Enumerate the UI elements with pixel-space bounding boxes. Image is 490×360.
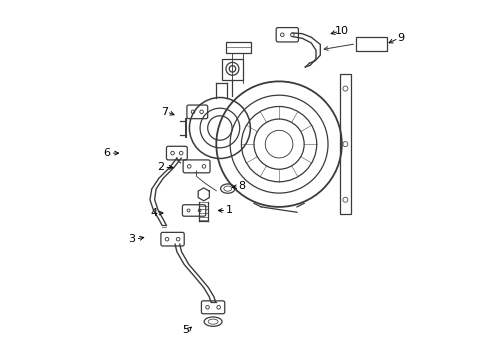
Text: 10: 10 — [335, 26, 349, 36]
Text: 9: 9 — [397, 33, 405, 43]
Text: 8: 8 — [238, 181, 245, 192]
Text: 4: 4 — [150, 208, 157, 218]
Text: 7: 7 — [161, 107, 168, 117]
Text: 2: 2 — [157, 162, 164, 172]
Text: 3: 3 — [128, 234, 136, 244]
Text: 6: 6 — [103, 148, 110, 158]
Text: 1: 1 — [225, 206, 232, 216]
Text: 5: 5 — [182, 325, 189, 335]
